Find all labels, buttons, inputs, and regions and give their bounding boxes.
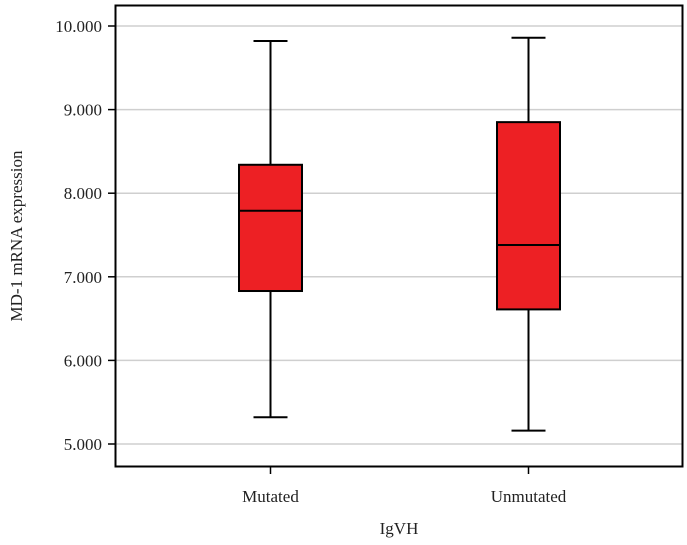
y-tick-label: 10.000: [55, 17, 102, 36]
x-tick-label: Unmutated: [491, 487, 567, 506]
y-tick-label: 6.000: [64, 351, 102, 370]
iqr-box: [238, 163, 303, 293]
x-axis-label: IgVH: [380, 519, 419, 538]
x-tick-label: Mutated: [242, 487, 299, 506]
y-axis-ticks: 5.000 6.000 7.000 8.000 9.000 10.000: [55, 17, 116, 454]
boxes: [238, 36, 561, 432]
y-axis-label: MD-1 mRNA expression: [7, 150, 26, 321]
box-mutated: [238, 40, 303, 419]
y-tick-label: 8.000: [64, 184, 102, 203]
gridlines: [116, 25, 682, 445]
plot-frame: [114, 4, 684, 468]
y-tick-label: 9.000: [64, 101, 102, 120]
iqr-box: [496, 121, 561, 311]
y-tick-label: 7.000: [64, 268, 102, 287]
x-axis-ticks: Mutated Unmutated: [242, 466, 567, 506]
box-unmutated: [496, 36, 561, 432]
y-tick-label: 5.000: [64, 435, 102, 454]
